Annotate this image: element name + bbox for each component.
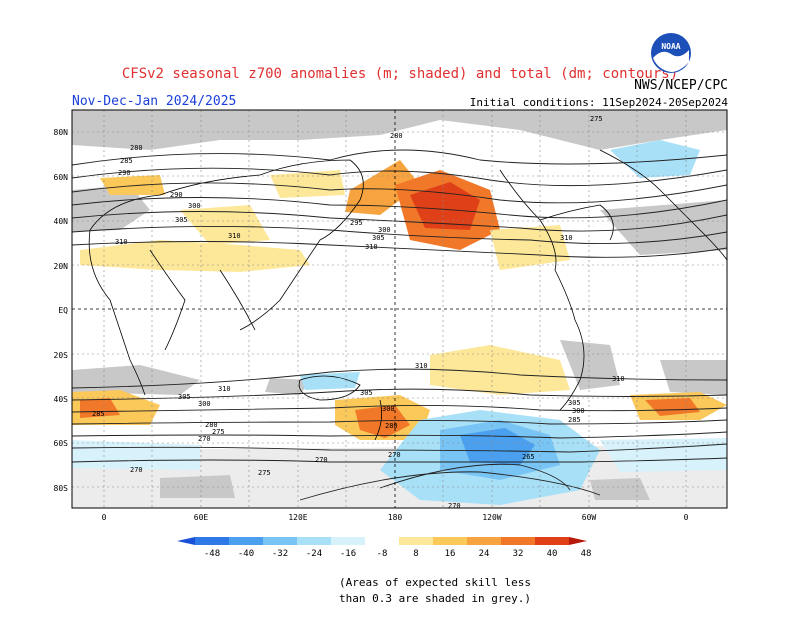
- colorbar-swatch: [365, 537, 399, 545]
- lat-label: 40N: [54, 217, 69, 226]
- colorbar-swatch: [399, 537, 433, 545]
- contour-label: 300: [198, 400, 211, 408]
- graticule: [72, 110, 727, 508]
- colorbar-label: -16: [340, 549, 356, 559]
- colorbar-arrow-right: [569, 537, 587, 545]
- colorbar-swatch: [297, 537, 331, 545]
- contour-label: 300: [188, 202, 201, 210]
- colorbar-label: 16: [445, 549, 456, 559]
- lat-label: EQ: [58, 306, 68, 315]
- colorbar-label: -24: [306, 549, 322, 559]
- colorbar-swatch: [501, 537, 535, 545]
- contour-label: 280: [205, 421, 218, 429]
- lon-label: 180: [388, 513, 403, 522]
- colorbar-labels: -48 -40 -32 -24 -16 -8 8 16 24 32 40 48: [204, 549, 592, 559]
- contour-label: 290: [170, 191, 183, 199]
- contour-label: 305: [568, 399, 581, 407]
- colorbar-swatch: [433, 537, 467, 545]
- contour-label: 300: [572, 407, 585, 415]
- colorbar-swatch: [195, 537, 229, 545]
- contour-label: 280: [130, 144, 143, 152]
- contour-label: 280: [390, 132, 403, 140]
- contour-label: 270: [130, 466, 143, 474]
- lon-label: 120E: [288, 513, 307, 522]
- contour-label: 305: [372, 234, 385, 242]
- contour-label: 305: [175, 216, 188, 224]
- contour-label: 305: [178, 393, 191, 401]
- lat-label: 20S: [54, 351, 69, 360]
- contour-label: 310: [115, 238, 128, 246]
- colorbar-label: 40: [547, 549, 558, 559]
- colorbar-label: 32: [513, 549, 524, 559]
- contour-label: 270: [388, 451, 401, 459]
- lat-label: 40S: [54, 395, 69, 404]
- contour-label: 275: [212, 428, 225, 436]
- map-title: CFSv2 seasonal z700 anomalies (m; shaded…: [121, 66, 679, 82]
- colorbar-label: 24: [479, 549, 490, 559]
- colorbar-arrow-left: [177, 537, 195, 545]
- lat-label: 60S: [54, 439, 69, 448]
- noaa-logo-icon: NOAA: [651, 33, 691, 73]
- contour-label: 270: [448, 502, 461, 510]
- map-frame: [71, 109, 728, 509]
- colorbar-label: 8: [413, 549, 418, 559]
- lat-label: 80N: [54, 128, 69, 137]
- contour-label: 285: [568, 416, 581, 424]
- contour-label: 275: [258, 469, 271, 477]
- contour-label: 280: [385, 422, 398, 430]
- contour-label: 285: [92, 410, 105, 418]
- contour-label: 300: [382, 405, 395, 413]
- height-contours: [72, 149, 727, 501]
- longitude-labels: 0 60E 120E 180 120W 60W 0: [102, 513, 689, 522]
- contour-label: 275: [590, 115, 603, 123]
- colorbar-label: -32: [272, 549, 288, 559]
- colorbar: [177, 537, 587, 545]
- svg-text:NOAA: NOAA: [661, 42, 680, 51]
- lon-label: 60W: [582, 513, 597, 522]
- contour-label: 295: [350, 219, 363, 227]
- colorbar-label: -8: [377, 549, 388, 559]
- lon-label: 0: [684, 513, 689, 522]
- colorbar-swatch: [263, 537, 297, 545]
- skill-note-line: than 0.3 are shaded in grey.): [338, 592, 532, 605]
- contour-label: 290: [118, 169, 131, 177]
- colorbar-swatch: [535, 537, 569, 545]
- contour-label: 310: [365, 243, 378, 251]
- colorbar-label: 48: [581, 549, 592, 559]
- lon-label: 60E: [194, 513, 209, 522]
- lat-label: 20N: [54, 262, 69, 271]
- contour-label: 310: [228, 232, 241, 240]
- colorbar-swatch: [331, 537, 365, 545]
- colorbar-swatch: [467, 537, 501, 545]
- contour-label: 265: [522, 453, 535, 461]
- lon-label: 120W: [482, 513, 501, 522]
- lat-label: 80S: [54, 484, 69, 493]
- contour-label: 305: [360, 389, 373, 397]
- contour-label: 310: [560, 234, 573, 242]
- contour-label: 300: [378, 226, 391, 234]
- forecast-period: Nov-Dec-Jan 2024/2025: [72, 94, 237, 109]
- skill-note: (Areas of expected skill less than 0.3 a…: [0, 575, 800, 607]
- contour-label: 310: [218, 385, 231, 393]
- contour-label: 285: [120, 157, 133, 165]
- initial-conditions: Initial conditions: 11Sep2024-20Sep2024: [469, 96, 728, 109]
- contour-label: 310: [415, 362, 428, 370]
- lat-label: 60N: [54, 173, 69, 182]
- lon-label: 0: [102, 513, 107, 522]
- coastlines: [88, 149, 727, 441]
- colorbar-label: -48: [204, 549, 220, 559]
- colorbar-label: -40: [238, 549, 254, 559]
- skill-note-line: (Areas of expected skill less: [338, 576, 532, 589]
- agency-label: NWS/NCEP/CPC: [634, 78, 728, 93]
- contour-label: 270: [198, 435, 211, 443]
- contour-label: 270: [315, 456, 328, 464]
- contour-label: 310: [612, 375, 625, 383]
- colorbar-swatch: [229, 537, 263, 545]
- latitude-labels: 80N 60N 40N 20N EQ 20S 40S 60S 80S: [54, 128, 69, 493]
- contour-labels: 275 280 280 285 290 290 295 300 300 305 …: [92, 115, 625, 510]
